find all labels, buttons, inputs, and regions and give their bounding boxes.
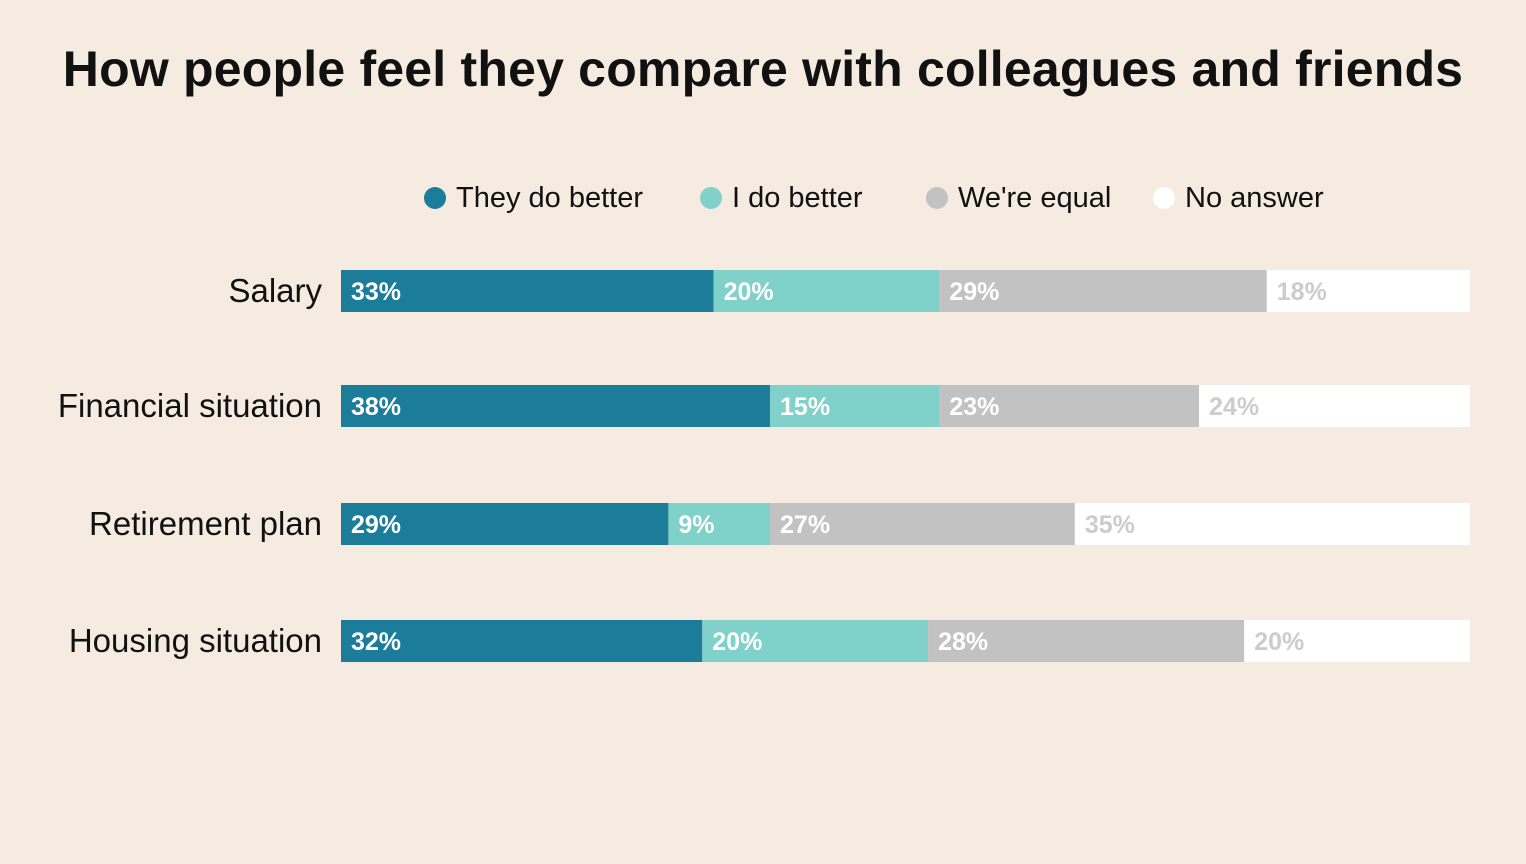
data-label-no-answer-financial-situation: 24% xyxy=(1209,393,1259,421)
legend-swatch-they-do-better xyxy=(424,187,446,209)
legend-swatch-i-do-better xyxy=(700,187,722,209)
legend-label-were-equal: We're equal xyxy=(958,181,1112,214)
category-label-salary: Salary xyxy=(228,272,322,309)
bar-segment-we-re-equal-salary xyxy=(939,270,1267,312)
bar-segment-they-do-better-housing-situation xyxy=(341,620,703,662)
bar-segment-i-do-better-retirement-plan xyxy=(668,503,771,545)
bar-segment-we-re-equal-financial-situation xyxy=(939,385,1200,427)
category-label-retirement-plan: Retirement plan xyxy=(89,505,322,542)
data-label-no-answer-retirement-plan: 35% xyxy=(1085,511,1135,539)
bar-segment-we-re-equal-housing-situation xyxy=(928,620,1245,662)
bar-segment-they-do-better-financial-situation xyxy=(341,385,771,427)
legend-swatch-were-equal xyxy=(926,187,948,209)
bar-segment-no-answer-housing-situation xyxy=(1244,620,1470,662)
legend-swatch-no-answer xyxy=(1153,187,1175,209)
data-label-i-do-better-retirement-plan: 9% xyxy=(678,511,714,539)
bar-segment-they-do-better-retirement-plan xyxy=(341,503,669,545)
data-label-we-re-equal-housing-situation: 28% xyxy=(938,628,988,656)
bar-segment-i-do-better-housing-situation xyxy=(702,620,929,662)
bar-segment-no-answer-retirement-plan xyxy=(1074,503,1470,545)
category-label-housing-situation: Housing situation xyxy=(69,622,322,659)
bar-row-retirement-plan: Retirement plan 29% 9% 27% 35% xyxy=(89,503,1470,545)
data-label-no-answer-housing-situation: 20% xyxy=(1254,628,1304,656)
data-label-i-do-better-housing-situation: 20% xyxy=(712,628,762,656)
category-label-financial-situation: Financial situation xyxy=(58,387,322,424)
data-label-no-answer-salary: 18% xyxy=(1277,278,1327,306)
bar-segment-they-do-better-salary xyxy=(341,270,714,312)
bar-row-financial-situation: Financial situation 38% 15% 23% 24% xyxy=(58,385,1470,427)
bar-row-salary: Salary 33% 20% 29% 18% xyxy=(228,270,1470,312)
legend-label-i-do-better: I do better xyxy=(732,181,863,214)
legend: They do better I do better We're equal N… xyxy=(0,178,1526,218)
legend-label-they-do-better: They do better xyxy=(456,181,643,214)
legend-item-no-answer: No answer xyxy=(1153,178,1324,218)
bar-segment-i-do-better-financial-situation xyxy=(770,385,940,427)
bar-segment-we-re-equal-retirement-plan xyxy=(770,503,1075,545)
data-label-i-do-better-salary: 20% xyxy=(724,278,774,306)
data-label-they-do-better-housing-situation: 32% xyxy=(351,628,401,656)
legend-label-no-answer: No answer xyxy=(1185,181,1324,214)
bar-segment-no-answer-salary xyxy=(1266,270,1470,312)
bar-segment-i-do-better-salary xyxy=(713,270,940,312)
data-label-we-re-equal-retirement-plan: 27% xyxy=(780,511,830,539)
data-label-they-do-better-financial-situation: 38% xyxy=(351,393,401,421)
bar-row-housing-situation: Housing situation 32% 20% 28% 20% xyxy=(69,620,1470,662)
data-label-i-do-better-financial-situation: 15% xyxy=(780,393,830,421)
data-label-we-re-equal-financial-situation: 23% xyxy=(949,393,999,421)
data-label-they-do-better-salary: 33% xyxy=(351,278,401,306)
chart-title: How people feel they compare with collea… xyxy=(62,41,1464,97)
data-label-we-re-equal-salary: 29% xyxy=(949,278,999,306)
data-label-they-do-better-retirement-plan: 29% xyxy=(351,511,401,539)
legend-item-were-equal: We're equal xyxy=(926,178,1111,218)
legend-item-i-do-better: I do better xyxy=(700,178,863,218)
bar-segment-no-answer-financial-situation xyxy=(1199,385,1470,427)
legend-item-they-do-better: They do better xyxy=(424,178,643,218)
